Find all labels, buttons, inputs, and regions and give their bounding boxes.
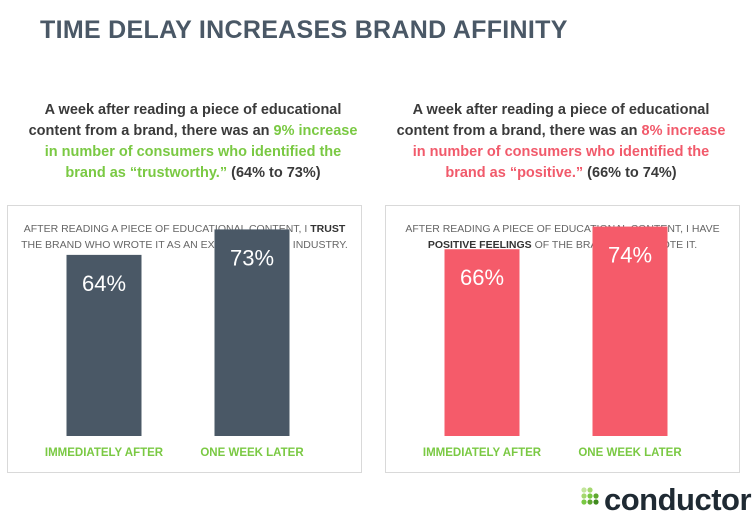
right-intro-post: (66% to 74%) [583,165,677,181]
right-intro-pre: A week after reading a piece of educatio… [396,102,710,139]
category-label: IMMEDIATELY AFTER [423,447,542,459]
bar-one-week-later [592,226,668,436]
left-intro-pre: A week after reading a piece of educatio… [28,102,342,139]
bar-immediately-after [444,249,520,436]
bar-one-week-later [214,229,290,436]
trust-chart-panel: AFTER READING A PIECE OF EDUCATIONAL CON… [7,205,362,473]
bar-value-label: 74% [608,243,652,268]
positive-bar-chart: 66% IMMEDIATELY AFTER 74% ONE WEEK LATER [423,226,682,459]
bar-value-label: 64% [82,271,126,296]
right-intro-highlight: 8% increase in number of consumers who i… [412,123,726,181]
conductor-logo-text: conductor [604,482,752,517]
category-label: ONE WEEK LATER [578,447,682,459]
page-title: TIME DELAY INCREASES BRAND AFFINITY [40,16,568,44]
positive-caption-bold: POSITIVE FEELINGS [427,239,532,251]
trust-bar-chart: 64% IMMEDIATELY AFTER 73% ONE WEEK LATER [45,229,304,459]
bar-value-label: 66% [460,265,504,290]
category-label: ONE WEEK LATER [200,447,304,459]
positive-chart-panel: AFTER READING A PIECE OF EDUCATIONAL CON… [385,205,740,473]
left-intro-text: A week after reading a piece of educatio… [28,100,358,184]
left-intro-highlight: 9% increase in number of consumers who i… [44,123,358,181]
right-intro-text: A week after reading a piece of educatio… [396,100,726,184]
conductor-logo: conductor [580,482,752,522]
conductor-logo-icon [581,487,599,505]
bar-value-label: 73% [230,245,274,270]
trust-caption-bold: TRUST [310,223,346,235]
bar-immediately-after [66,254,142,436]
left-intro-post: (64% to 73%) [227,165,321,181]
category-label: IMMEDIATELY AFTER [45,447,164,459]
